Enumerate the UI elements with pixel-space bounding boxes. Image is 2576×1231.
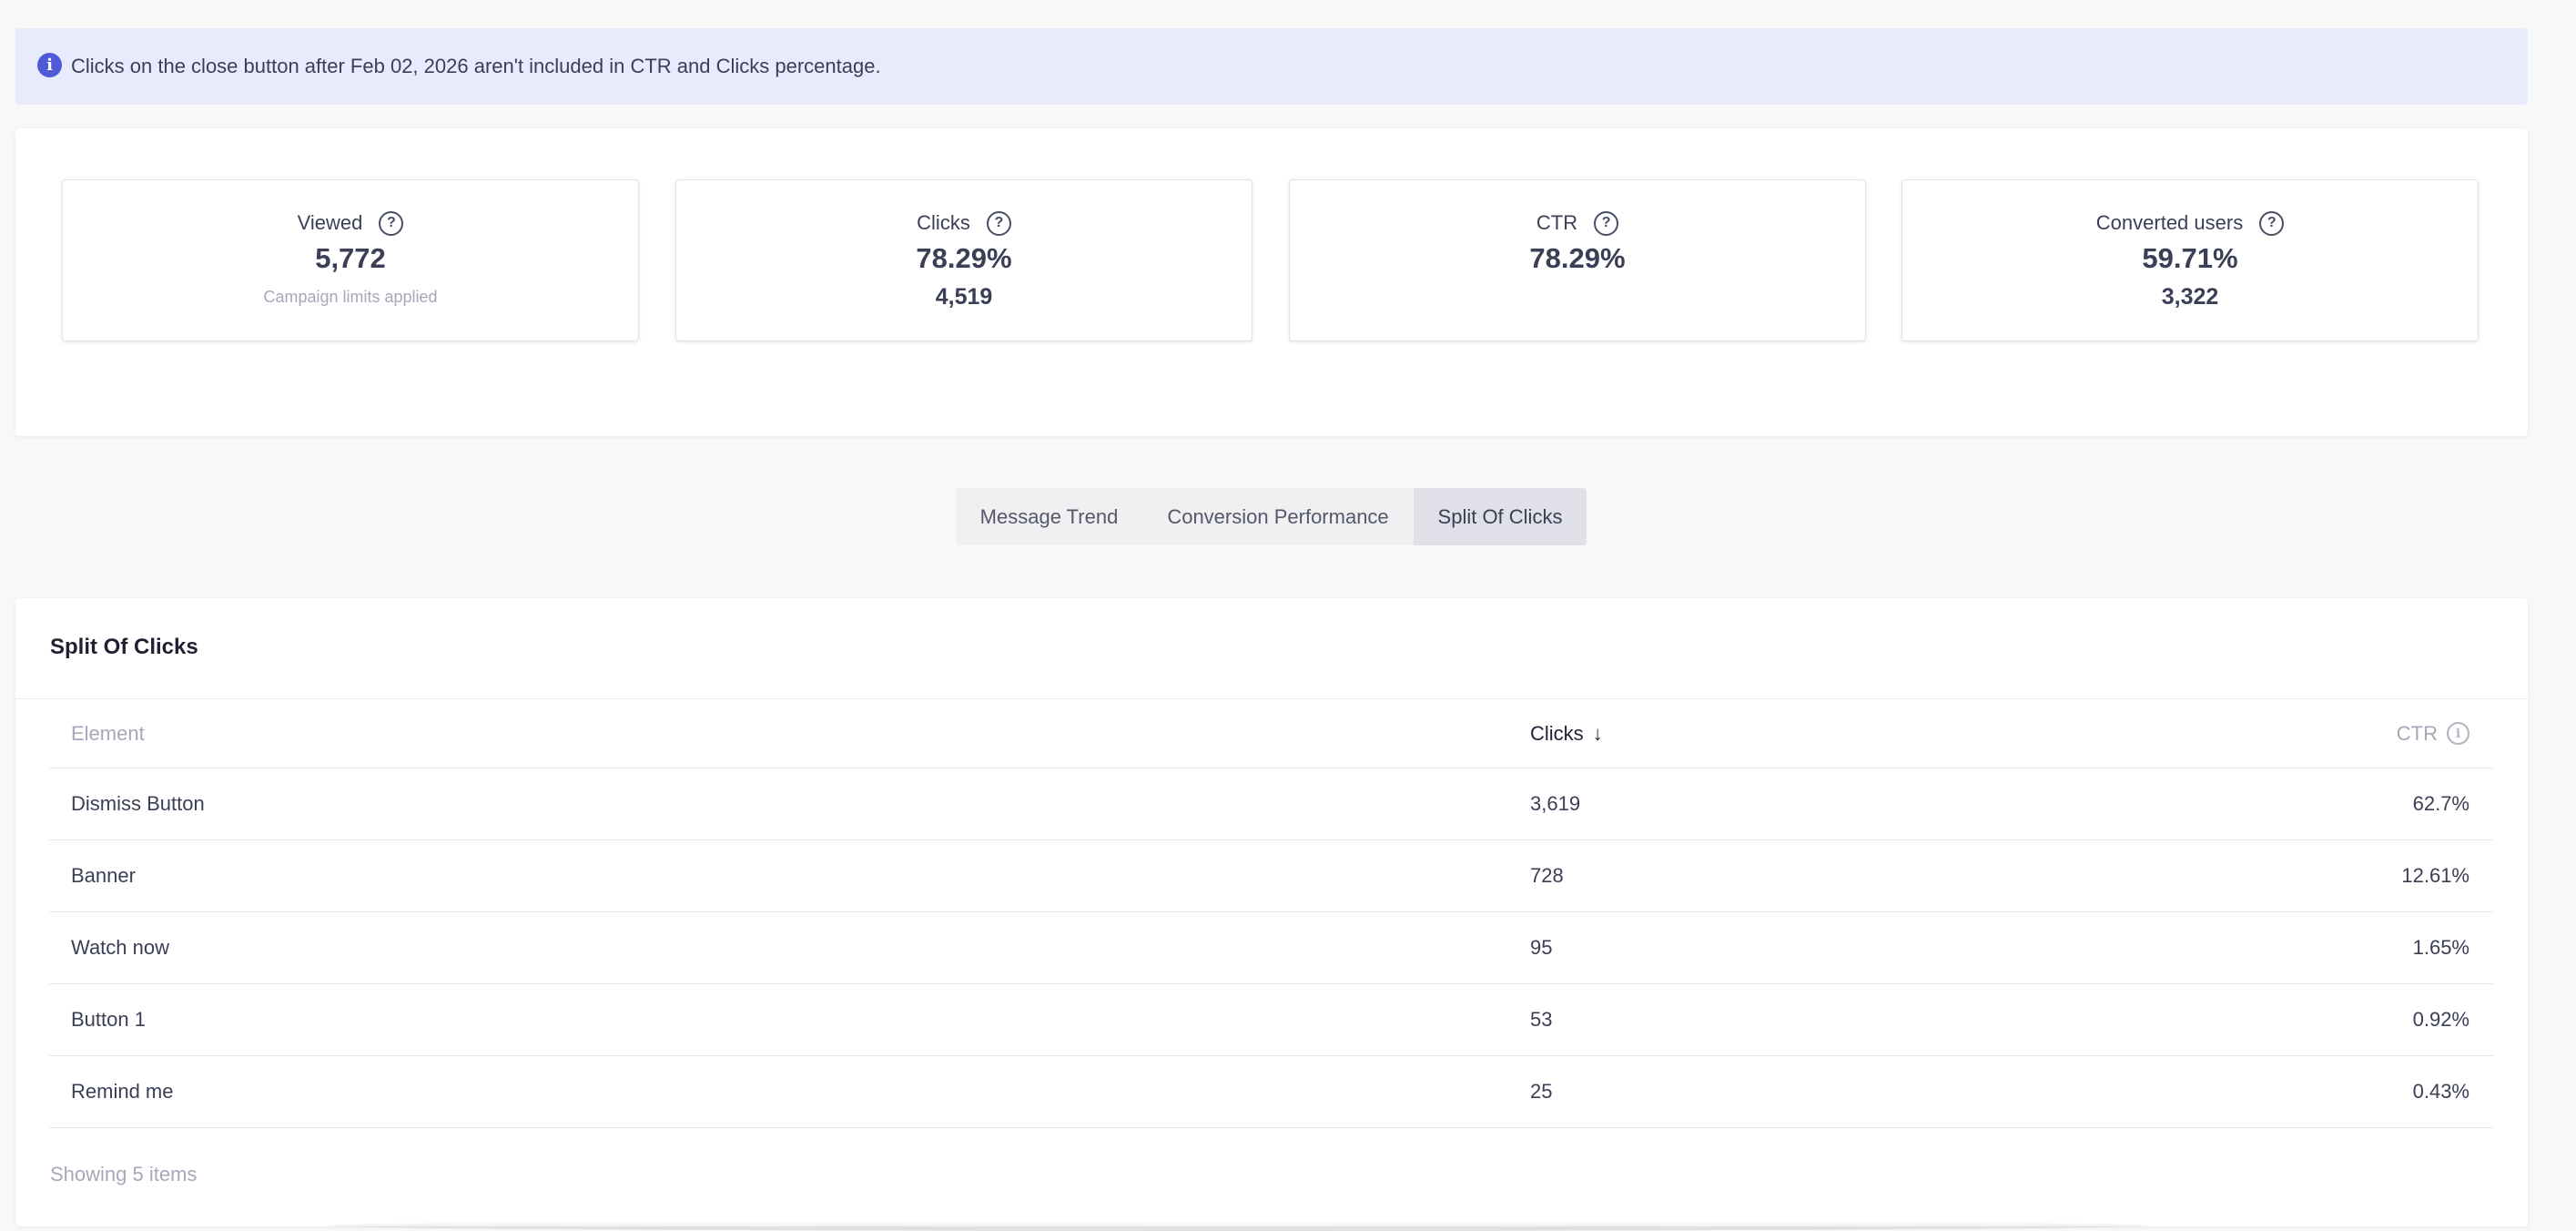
help-icon[interactable]: ? [379, 210, 404, 236]
table-row: Watch now 95 1.65% [49, 912, 2493, 984]
stat-card-ctr: CTR ? 78.29% [1289, 179, 1866, 341]
table-row: Dismiss Button 3,619 62.7% [49, 768, 2493, 840]
stat-card-clicks: Clicks ? 78.29% 4,519 [675, 179, 1253, 341]
stat-label: Clicks [917, 211, 970, 234]
element-cell: Banner [71, 864, 136, 887]
element-cell: Dismiss Button [71, 792, 205, 815]
clicks-cell: 95 [1530, 936, 1553, 959]
clicks-cell: 3,619 [1530, 792, 1581, 815]
clicks-cell: 25 [1530, 1080, 1553, 1103]
stat-sub-value: 4,519 [935, 284, 993, 310]
sort-down-icon: ↓ [1592, 721, 1603, 745]
stat-label: Converted users [2095, 211, 2244, 234]
tab-message-trend[interactable]: Message Trend [979, 504, 1119, 528]
info-icon[interactable]: i [2447, 722, 2470, 745]
stat-label: CTR [1536, 211, 1578, 234]
table-row: Banner 728 12.61% [49, 840, 2493, 912]
divider [15, 698, 2528, 699]
table-row: Remind me 25 0.43% [49, 1056, 2493, 1128]
column-header-element[interactable]: Element [71, 721, 145, 745]
stat-value: 78.29% [1529, 242, 1626, 274]
clicks-cell: 53 [1530, 1008, 1553, 1031]
stat-value: 59.71% [2142, 242, 2238, 274]
ctr-cell: 0.43% [2412, 1080, 2470, 1103]
stat-card-converted-users: Converted users ? 59.71% 3,322 [1902, 179, 2479, 341]
tab-split-of-clicks[interactable]: Split Of Clicks [1414, 488, 1587, 545]
stat-sub-value: 3,322 [2161, 284, 2219, 310]
column-header-ctr[interactable]: CTR i [2397, 699, 2470, 768]
ctr-cell: 62.7% [2412, 792, 2470, 815]
element-cell: Remind me [71, 1080, 174, 1103]
ctr-cell: 1.65% [2412, 936, 2470, 959]
report-tabs: Message Trend Conversion Performance Spl… [956, 488, 1587, 545]
stat-note: Campaign limits applied [263, 288, 438, 306]
pagination-summary: Showing 5 items [50, 1163, 198, 1185]
table-row: Button 1 53 0.92% [49, 984, 2493, 1056]
table-header-row: Element Clicks ↓ CTR i [49, 699, 2493, 768]
info-banner: i Clicks on the close button after Feb 0… [15, 28, 2528, 105]
stat-value: 78.29% [916, 242, 1012, 274]
help-icon[interactable]: ? [986, 210, 1011, 236]
scroll-shadow [328, 1220, 2148, 1231]
stats-panel: Viewed ? 5,772 Campaign limits applied C… [15, 128, 2528, 436]
split-of-clicks-panel: Split Of Clicks Element Clicks ↓ CTR i D… [15, 598, 2528, 1226]
tab-conversion-performance[interactable]: Conversion Performance [1167, 504, 1389, 528]
ctr-cell: 0.92% [2412, 1008, 2470, 1031]
clicks-cell: 728 [1530, 864, 1564, 887]
help-icon[interactable]: ? [1594, 210, 1619, 236]
stat-value: 5,772 [315, 242, 386, 274]
element-cell: Button 1 [71, 1008, 146, 1031]
info-banner-text: Clicks on the close button after Feb 02,… [71, 55, 881, 77]
info-icon: i [37, 52, 62, 77]
panel-title: Split Of Clicks [50, 635, 198, 659]
ctr-cell: 12.61% [2401, 864, 2470, 887]
element-cell: Watch now [71, 936, 170, 959]
stat-card-viewed: Viewed ? 5,772 Campaign limits applied [62, 179, 639, 341]
split-table: Element Clicks ↓ CTR i Dismiss Button 3,… [49, 699, 2493, 1128]
column-header-clicks[interactable]: Clicks ↓ [1530, 699, 1603, 768]
stat-label: Viewed [297, 211, 363, 234]
help-icon[interactable]: ? [2259, 210, 2285, 236]
column-header-clicks-label: Clicks [1530, 721, 1584, 745]
column-header-ctr-label: CTR [2396, 721, 2438, 745]
